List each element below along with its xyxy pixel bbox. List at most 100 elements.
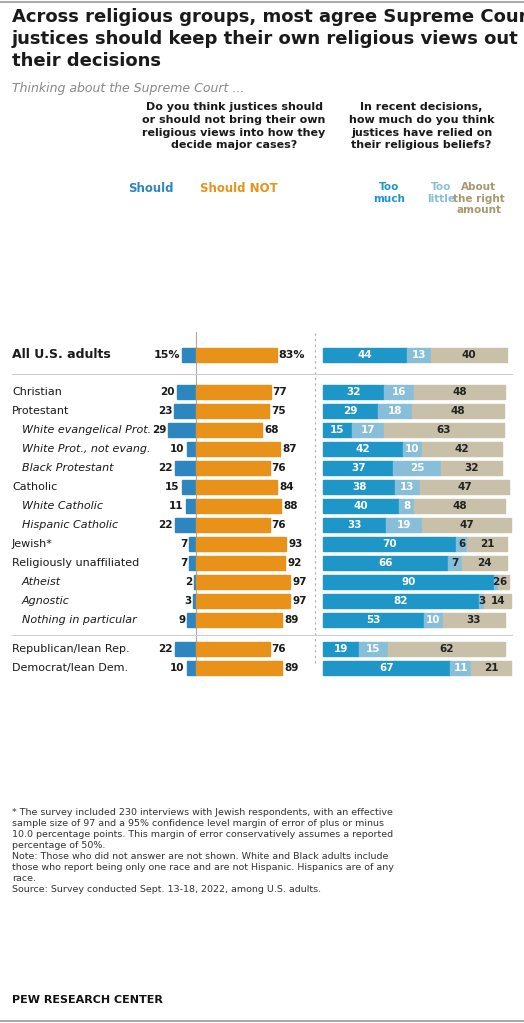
- Text: Source: Survey conducted Sept. 13-18, 2022, among U.S. adults.: Source: Survey conducted Sept. 13-18, 20…: [12, 885, 321, 894]
- Text: 29: 29: [152, 425, 167, 435]
- Bar: [386, 518, 422, 532]
- Bar: [414, 385, 506, 399]
- Text: 14: 14: [490, 596, 505, 606]
- Text: Note: Those who did not answer are not shown. White and Black adults include: Note: Those who did not answer are not s…: [12, 852, 388, 861]
- Text: Agnostic: Agnostic: [22, 596, 70, 606]
- Text: 11: 11: [169, 501, 183, 512]
- Text: 42: 42: [356, 444, 370, 454]
- Text: 15: 15: [165, 482, 180, 492]
- Bar: [185, 499, 196, 513]
- Bar: [182, 348, 196, 362]
- Bar: [323, 613, 424, 627]
- Text: 6: 6: [500, 577, 507, 587]
- Text: 20: 20: [160, 387, 175, 397]
- Text: 53: 53: [366, 615, 380, 625]
- Text: 7: 7: [180, 539, 188, 549]
- Bar: [359, 642, 388, 656]
- Text: 38: 38: [352, 482, 366, 492]
- Bar: [196, 575, 290, 589]
- Text: Across religious groups, most agree Supreme Court
justices should keep their own: Across religious groups, most agree Supr…: [12, 8, 524, 71]
- Text: White Prot., not evang.: White Prot., not evang.: [22, 444, 150, 454]
- Text: Too
much: Too much: [374, 182, 406, 204]
- Text: Christian: Christian: [12, 387, 62, 397]
- Bar: [424, 613, 443, 627]
- Text: 92: 92: [287, 558, 302, 568]
- Text: 7: 7: [180, 558, 188, 568]
- Text: 37: 37: [351, 463, 365, 473]
- Text: In recent decisions,
how much do you think
justices have relied on
their religio: In recent decisions, how much do you thi…: [349, 102, 494, 150]
- Text: 84: 84: [279, 482, 294, 492]
- Bar: [187, 442, 196, 456]
- Text: 88: 88: [283, 501, 298, 512]
- Text: About
the right
amount: About the right amount: [453, 182, 505, 215]
- Text: 21: 21: [480, 539, 495, 549]
- Text: 9: 9: [178, 615, 185, 625]
- Text: 6: 6: [458, 539, 465, 549]
- Bar: [189, 555, 196, 570]
- Bar: [323, 642, 359, 656]
- Bar: [196, 461, 270, 475]
- Bar: [443, 613, 506, 627]
- Text: 33: 33: [347, 520, 362, 530]
- Text: PEW RESEARCH CENTER: PEW RESEARCH CENTER: [12, 995, 163, 1005]
- Bar: [384, 385, 414, 399]
- Text: 13: 13: [412, 350, 426, 360]
- Text: 29: 29: [343, 406, 358, 416]
- Text: 22: 22: [159, 644, 173, 654]
- Text: 32: 32: [464, 463, 478, 473]
- Text: 10: 10: [426, 615, 441, 625]
- Bar: [420, 480, 509, 494]
- Text: 10: 10: [170, 444, 184, 454]
- Bar: [196, 594, 290, 608]
- Bar: [196, 348, 277, 362]
- Text: 10.0 percentage points. This margin of error conservatively assumes a reported: 10.0 percentage points. This margin of e…: [12, 830, 393, 839]
- Bar: [471, 661, 511, 675]
- Text: 10: 10: [170, 663, 184, 673]
- Text: 48: 48: [453, 501, 467, 512]
- Text: Atheist: Atheist: [22, 577, 61, 587]
- Bar: [431, 348, 507, 362]
- Bar: [175, 461, 196, 475]
- Text: 48: 48: [451, 406, 465, 416]
- Text: 2: 2: [492, 577, 499, 587]
- Bar: [187, 661, 196, 675]
- Text: 15: 15: [366, 644, 380, 654]
- Bar: [323, 348, 407, 362]
- Text: White Catholic: White Catholic: [22, 501, 103, 512]
- Text: 18: 18: [388, 406, 402, 416]
- Bar: [196, 661, 282, 675]
- Bar: [422, 518, 511, 532]
- Text: those who report being only one race and are not Hispanic. Hispanics are of any: those who report being only one race and…: [12, 863, 394, 872]
- Bar: [175, 642, 196, 656]
- Bar: [494, 575, 498, 589]
- Bar: [323, 461, 394, 475]
- Bar: [196, 422, 262, 437]
- Bar: [403, 442, 422, 456]
- Text: 63: 63: [436, 425, 451, 435]
- Text: 17: 17: [361, 425, 375, 435]
- Text: 32: 32: [346, 387, 361, 397]
- Bar: [323, 499, 399, 513]
- Text: 75: 75: [271, 406, 286, 416]
- Bar: [323, 518, 386, 532]
- Bar: [168, 422, 196, 437]
- Text: 23: 23: [158, 406, 172, 416]
- Bar: [196, 642, 270, 656]
- Bar: [196, 499, 281, 513]
- Text: 15%: 15%: [153, 350, 180, 360]
- Bar: [498, 575, 509, 589]
- Text: 22: 22: [159, 463, 173, 473]
- Text: Religiously unaffiliated: Religiously unaffiliated: [12, 558, 139, 568]
- Bar: [378, 404, 412, 418]
- Bar: [441, 461, 501, 475]
- Bar: [323, 404, 378, 418]
- Text: 47: 47: [457, 482, 472, 492]
- Text: race.: race.: [12, 874, 36, 883]
- Text: 97: 97: [292, 596, 307, 606]
- Text: All U.S. adults: All U.S. adults: [12, 349, 111, 361]
- Bar: [479, 594, 485, 608]
- Text: 8: 8: [403, 501, 410, 512]
- Bar: [175, 518, 196, 532]
- Bar: [196, 613, 282, 627]
- Text: Hispanic Catholic: Hispanic Catholic: [22, 520, 118, 530]
